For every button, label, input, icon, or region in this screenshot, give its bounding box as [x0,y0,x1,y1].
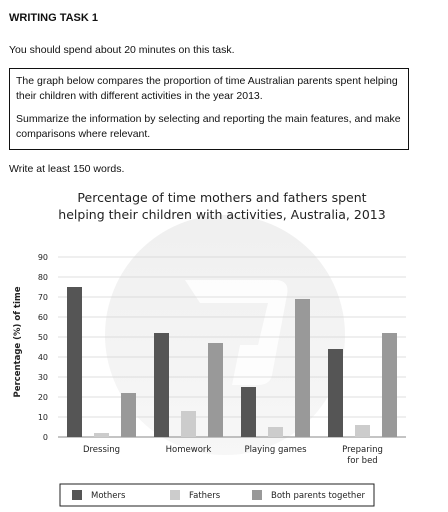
bar-mothers [67,287,82,437]
y-tick-label: 10 [38,413,48,422]
bar-mothers [328,349,343,437]
legend-label: Mothers [91,491,126,501]
bar-both-parents-together [121,393,136,437]
bar-fathers [94,433,109,437]
y-tick-label: 40 [38,353,48,362]
y-tick-label: 80 [38,273,48,282]
y-axis-label: Percentage (%) of time [13,286,23,397]
writing-task-title: WRITING TASK 1 [9,12,99,24]
task-prompt-box: The graph below compares the proportion … [9,68,409,150]
bar-fathers [181,411,196,437]
x-tick-label: Dressing [83,445,120,455]
x-tick-label: for bed [347,456,377,466]
legend-box [59,483,375,507]
legend-swatch [170,490,180,500]
chart-title: Percentage of time mothers and fathers s… [77,190,366,205]
legend-label: Both parents together [271,491,366,501]
y-tick-label: 60 [38,313,48,322]
word-count-instruction: Write at least 150 words. [9,163,125,175]
bar-fathers [268,427,283,437]
y-tick-label: 20 [38,393,48,402]
bar-chart: Percentage of time mothers and fathers s… [13,190,406,507]
y-tick-label: 30 [38,373,48,382]
y-tick-label: 70 [38,293,48,302]
x-tick-label: Preparing [342,445,383,455]
time-instruction: You should spend about 20 minutes on thi… [9,44,235,56]
x-tick-label: Playing games [244,445,307,455]
y-tick-label: 0 [43,433,48,442]
bar-both-parents-together [295,299,310,437]
bar-both-parents-together [382,333,397,437]
bar-fathers [355,425,370,437]
chart-container: Percentage of time mothers and fathers s… [0,185,448,512]
y-tick-label: 90 [38,253,48,262]
legend-swatch [72,490,82,500]
bar-mothers [241,387,256,437]
task-prompt-description: The graph below compares the proportion … [16,75,398,102]
x-tick-label: Homework [166,445,212,455]
legend-swatch [252,490,262,500]
bar-both-parents-together [208,343,223,437]
y-tick-label: 50 [38,333,48,342]
bar-mothers [154,333,169,437]
legend-label: Fathers [189,491,221,501]
chart-subtitle: helping their children with activities, … [58,207,385,222]
task-prompt-directions: Summarize the information by selecting a… [16,113,401,140]
